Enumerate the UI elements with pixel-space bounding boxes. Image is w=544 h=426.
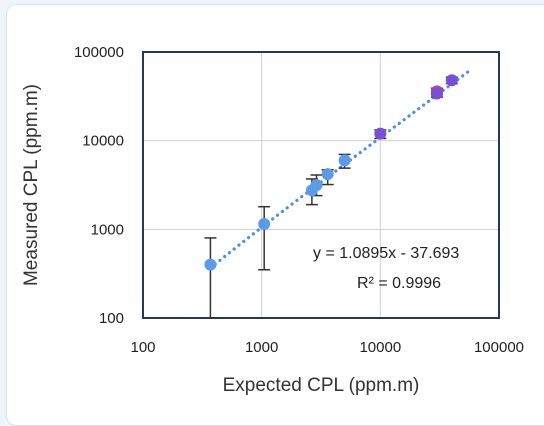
- trendline-layer: [208, 70, 470, 270]
- y-axis-label: Measured CPL (ppm.m): [21, 84, 42, 286]
- y-tick-labels: 100 1000 10000 100000: [74, 44, 124, 327]
- data-point: [321, 168, 334, 181]
- data-point: [445, 74, 458, 87]
- x-tick-label: 1000: [245, 339, 278, 356]
- data-point: [374, 127, 387, 140]
- points-layer: [204, 74, 458, 271]
- y-tick-label: 1000: [91, 221, 124, 238]
- data-point: [338, 154, 351, 167]
- data-point: [310, 179, 323, 192]
- y-tick-label: 100: [99, 310, 124, 327]
- x-tick-labels: 100 1000 10000 100000: [130, 339, 524, 356]
- trendline: [208, 70, 470, 270]
- x-tick-label: 10000: [359, 339, 401, 356]
- r-squared-label: R² = 0.9996: [357, 275, 441, 292]
- y-tick-label: 100000: [74, 44, 124, 61]
- data-point: [430, 87, 443, 100]
- plot-area-frame: [142, 51, 500, 319]
- scatter-chart: 100 1000 10000 100000 100 1000 10000 100000 y …: [21, 44, 524, 396]
- x-axis-label: Expected CPL (ppm.m): [223, 375, 420, 396]
- x-tick-label: 100: [130, 339, 155, 356]
- chart-card: [6, 4, 544, 426]
- trendline-equation: y = 1.0895x - 37.693: [313, 245, 459, 262]
- data-point: [258, 217, 271, 230]
- y-tick-label: 10000: [82, 133, 124, 150]
- data-point: [204, 258, 217, 271]
- x-tick-label: 100000: [474, 339, 524, 356]
